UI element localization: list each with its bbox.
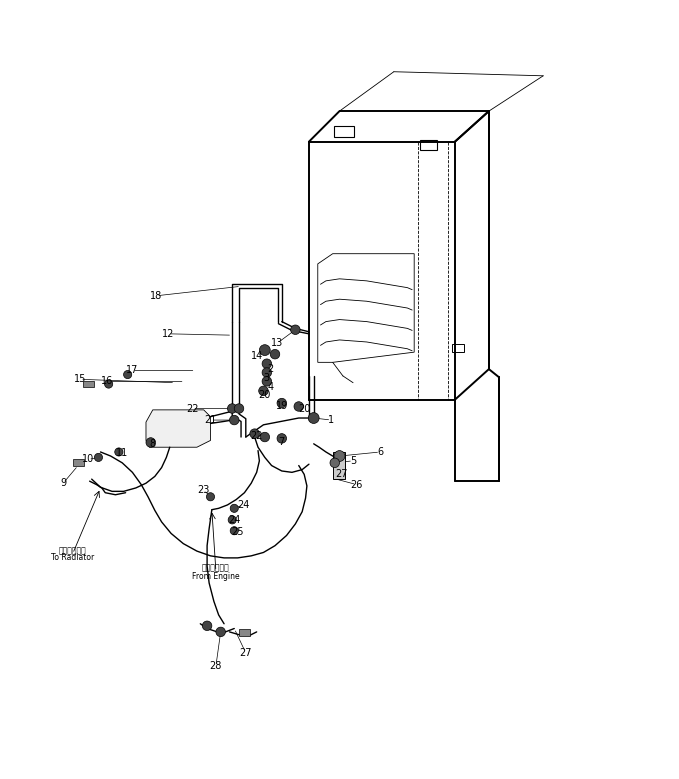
- Text: 20: 20: [298, 404, 310, 414]
- Circle shape: [334, 450, 345, 461]
- Circle shape: [227, 404, 237, 414]
- Text: 21: 21: [204, 415, 217, 425]
- Circle shape: [146, 438, 155, 447]
- Bar: [420, 140, 437, 150]
- Circle shape: [262, 359, 272, 368]
- Text: エンジンから: エンジンから: [202, 563, 230, 573]
- Text: 12: 12: [162, 329, 175, 339]
- Circle shape: [250, 429, 259, 439]
- Text: 4: 4: [267, 382, 274, 393]
- Bar: [239, 629, 250, 636]
- Text: ラジエーター: ラジエーター: [59, 546, 86, 555]
- Circle shape: [105, 380, 113, 388]
- Text: 24: 24: [237, 500, 249, 510]
- Circle shape: [262, 376, 272, 386]
- Circle shape: [216, 627, 225, 636]
- Bar: [334, 126, 354, 137]
- Circle shape: [206, 492, 215, 501]
- Circle shape: [202, 621, 212, 630]
- Circle shape: [277, 398, 287, 408]
- Text: 19: 19: [276, 401, 288, 411]
- Circle shape: [230, 504, 238, 513]
- Text: To Radiator: To Radiator: [51, 553, 94, 562]
- Circle shape: [259, 344, 270, 355]
- Text: 23: 23: [198, 485, 210, 495]
- Text: 15: 15: [74, 375, 86, 384]
- Bar: [452, 344, 464, 352]
- Circle shape: [308, 413, 319, 424]
- Circle shape: [277, 434, 287, 443]
- Circle shape: [291, 325, 300, 334]
- Text: 25: 25: [232, 527, 244, 537]
- Circle shape: [260, 432, 270, 442]
- Text: 10: 10: [82, 454, 94, 464]
- Text: 18: 18: [150, 291, 162, 301]
- Circle shape: [115, 448, 123, 456]
- Text: 14: 14: [251, 351, 263, 361]
- Text: 22: 22: [251, 431, 263, 441]
- Text: 17: 17: [126, 365, 139, 375]
- Circle shape: [330, 458, 340, 467]
- Circle shape: [294, 402, 304, 411]
- Circle shape: [94, 453, 103, 461]
- Text: 2: 2: [267, 364, 274, 374]
- Circle shape: [270, 350, 280, 359]
- Text: 20: 20: [259, 390, 271, 400]
- Circle shape: [230, 527, 238, 535]
- Circle shape: [124, 371, 132, 379]
- Text: 7: 7: [278, 437, 285, 447]
- Text: 16: 16: [101, 376, 113, 386]
- Text: 27: 27: [335, 470, 348, 479]
- Text: 26: 26: [350, 480, 363, 489]
- Circle shape: [234, 404, 244, 414]
- Bar: [83, 381, 94, 387]
- Text: 27: 27: [240, 648, 252, 658]
- Text: From Engine: From Engine: [192, 572, 240, 580]
- Circle shape: [230, 415, 239, 425]
- Text: 11: 11: [116, 448, 128, 457]
- Text: 13: 13: [271, 338, 283, 348]
- Text: 28: 28: [210, 661, 222, 671]
- Circle shape: [262, 368, 272, 377]
- Bar: [333, 452, 345, 479]
- Text: 5: 5: [350, 456, 356, 466]
- Text: 1: 1: [328, 415, 335, 425]
- Text: 9: 9: [60, 478, 67, 488]
- Text: 8: 8: [149, 439, 156, 449]
- Text: 22: 22: [186, 404, 198, 414]
- Text: 24: 24: [228, 515, 240, 525]
- Text: 6: 6: [377, 447, 384, 457]
- Bar: [73, 459, 84, 466]
- Circle shape: [259, 386, 268, 396]
- Text: 3: 3: [263, 373, 270, 383]
- Circle shape: [228, 516, 236, 524]
- Polygon shape: [146, 410, 210, 447]
